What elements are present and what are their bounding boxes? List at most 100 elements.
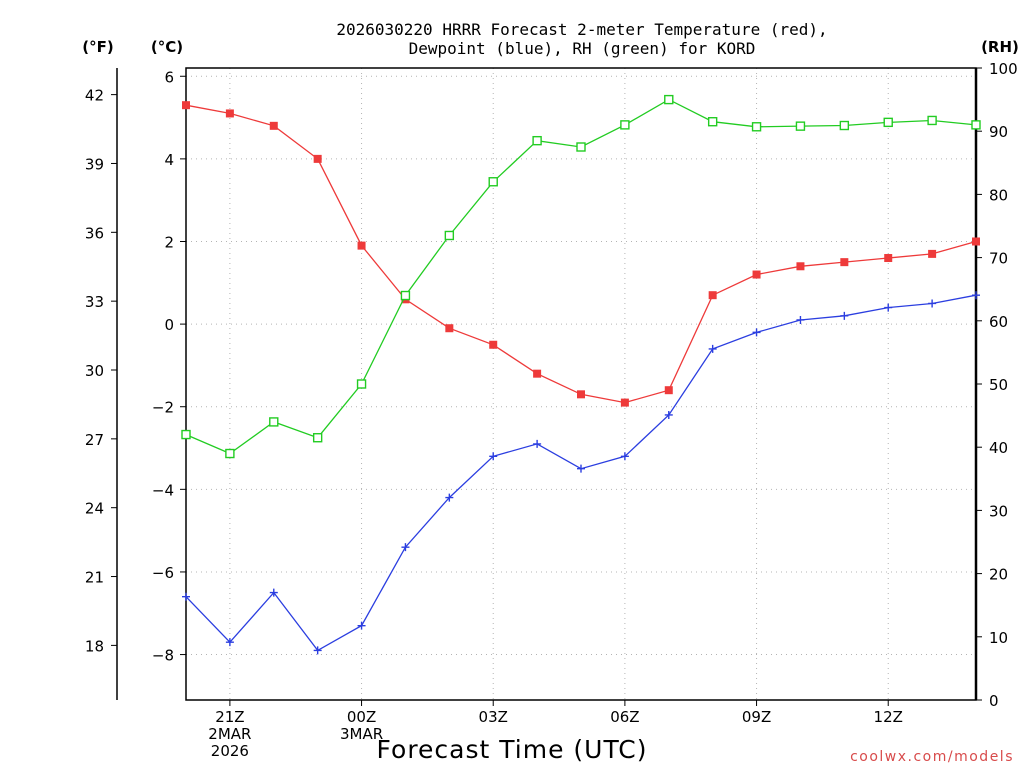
x-tick-label: 3MAR — [340, 725, 383, 743]
rh-point — [400, 290, 411, 301]
series-line-rh — [185, 98, 977, 455]
rh-tick-label: 90 — [989, 123, 1008, 141]
temperature-point — [182, 101, 190, 110]
rh-point — [225, 448, 235, 459]
x-tick-label: 03Z — [479, 708, 508, 726]
fahrenheit-tick-label: 36 — [85, 224, 104, 242]
fahrenheit-tick-label: 24 — [85, 500, 104, 518]
dewpoint-point — [620, 452, 629, 461]
celsius-tick-label: −6 — [152, 564, 174, 582]
dewpoint-point — [972, 291, 980, 300]
plot-frame — [185, 67, 977, 701]
celsius-tick-label: −8 — [152, 647, 174, 665]
temperature-point — [489, 340, 498, 349]
rh-point — [664, 94, 674, 105]
dewpoint-point — [796, 315, 805, 324]
dewpoint-point — [182, 592, 190, 601]
rh-point — [488, 177, 498, 187]
dewpoint-point — [401, 543, 410, 552]
fahrenheit-tick-label: 33 — [85, 293, 104, 311]
temperature-point — [840, 258, 849, 267]
credit-text: coolwx.com/models — [850, 749, 1014, 765]
rh-tick-label: 0 — [989, 692, 999, 710]
dewpoint-point — [269, 588, 278, 597]
x-tick-label: 21Z — [215, 708, 244, 726]
temperature-point — [445, 324, 454, 333]
dewpoint-point — [664, 410, 673, 419]
temperature-point — [533, 369, 542, 378]
rh-point — [795, 121, 806, 131]
rh-point — [751, 122, 762, 132]
rh-point — [312, 433, 323, 443]
fahrenheit-tick-label: 27 — [85, 431, 104, 449]
rh-point — [181, 429, 191, 440]
temperature-point — [884, 254, 893, 263]
temperature-point — [752, 270, 761, 279]
series-line-dewpoint — [185, 294, 977, 652]
rh-tick-label: 50 — [989, 376, 1008, 394]
temperature-point — [313, 154, 322, 163]
dewpoint-point — [928, 299, 937, 308]
temperature-point — [708, 291, 717, 300]
celsius-tick-label: 0 — [164, 316, 174, 334]
temperature-point — [796, 262, 805, 271]
rh-point — [356, 379, 367, 389]
grid-lines — [186, 68, 976, 700]
fahrenheit-tick-label: 21 — [85, 569, 104, 587]
rh-point — [883, 117, 893, 128]
rh-tick-label: 40 — [989, 439, 1008, 457]
dewpoint-point — [533, 439, 542, 448]
rh-tick-label: 10 — [989, 629, 1008, 647]
dewpoint-point — [313, 646, 322, 655]
dewpoint-point — [489, 452, 498, 461]
rh-point — [927, 115, 937, 126]
rh-tick-label: 30 — [989, 502, 1008, 520]
dewpoint-point — [840, 311, 849, 320]
celsius-tick-label: 2 — [164, 233, 174, 251]
x-axis-title: Forecast Time (UTC) — [377, 735, 648, 764]
fahrenheit-tick-label: 18 — [85, 637, 104, 655]
rh-tick-label: 60 — [989, 313, 1008, 331]
celsius-tick-label: −4 — [152, 481, 174, 499]
x-tick-label: 06Z — [610, 708, 639, 726]
rh-point — [707, 117, 718, 127]
chart-title-line2: Dewpoint (blue), RH (green) for KORD — [409, 39, 756, 58]
temperature-point — [664, 386, 673, 395]
dewpoint-point — [884, 303, 893, 312]
dewpoint-point — [708, 344, 717, 353]
chart-title-line1: 2026030220 HRRR Forecast 2-meter Tempera… — [336, 20, 827, 39]
rh-point — [532, 135, 542, 146]
temperature-point — [269, 121, 278, 130]
rh-point — [620, 120, 630, 130]
fahrenheit-tick-label: 42 — [85, 87, 104, 105]
rh-point — [971, 120, 981, 130]
rh-point — [269, 417, 279, 427]
temperature-point — [972, 237, 980, 246]
celsius-unit-label: (°C) — [151, 38, 183, 56]
x-tick-label: 2026 — [211, 742, 249, 760]
rh-tick-label: 20 — [989, 566, 1008, 584]
dewpoint-point — [357, 621, 366, 630]
rh-point — [444, 230, 455, 241]
fahrenheit-tick-label: 30 — [85, 362, 104, 380]
dewpoint-point — [577, 464, 585, 473]
dewpoint-point — [225, 638, 234, 647]
celsius-tick-label: 4 — [164, 151, 174, 169]
rh-tick-label: 100 — [989, 60, 1018, 78]
x-tick-label: 09Z — [742, 708, 771, 726]
x-tick-label: 2MAR — [208, 725, 251, 743]
temperature-point — [577, 390, 585, 399]
temperature-point — [928, 249, 937, 258]
fahrenheit-unit-label: (°F) — [82, 38, 113, 56]
rh-tick-label: 80 — [989, 186, 1008, 204]
celsius-tick-label: 6 — [164, 68, 174, 86]
series-lines — [181, 94, 981, 655]
x-tick-label: 12Z — [874, 708, 903, 726]
rh-point — [839, 120, 850, 131]
dewpoint-point — [752, 328, 761, 337]
temperature-point — [225, 109, 234, 118]
dewpoint-point — [445, 493, 454, 502]
temperature-point — [620, 398, 629, 407]
